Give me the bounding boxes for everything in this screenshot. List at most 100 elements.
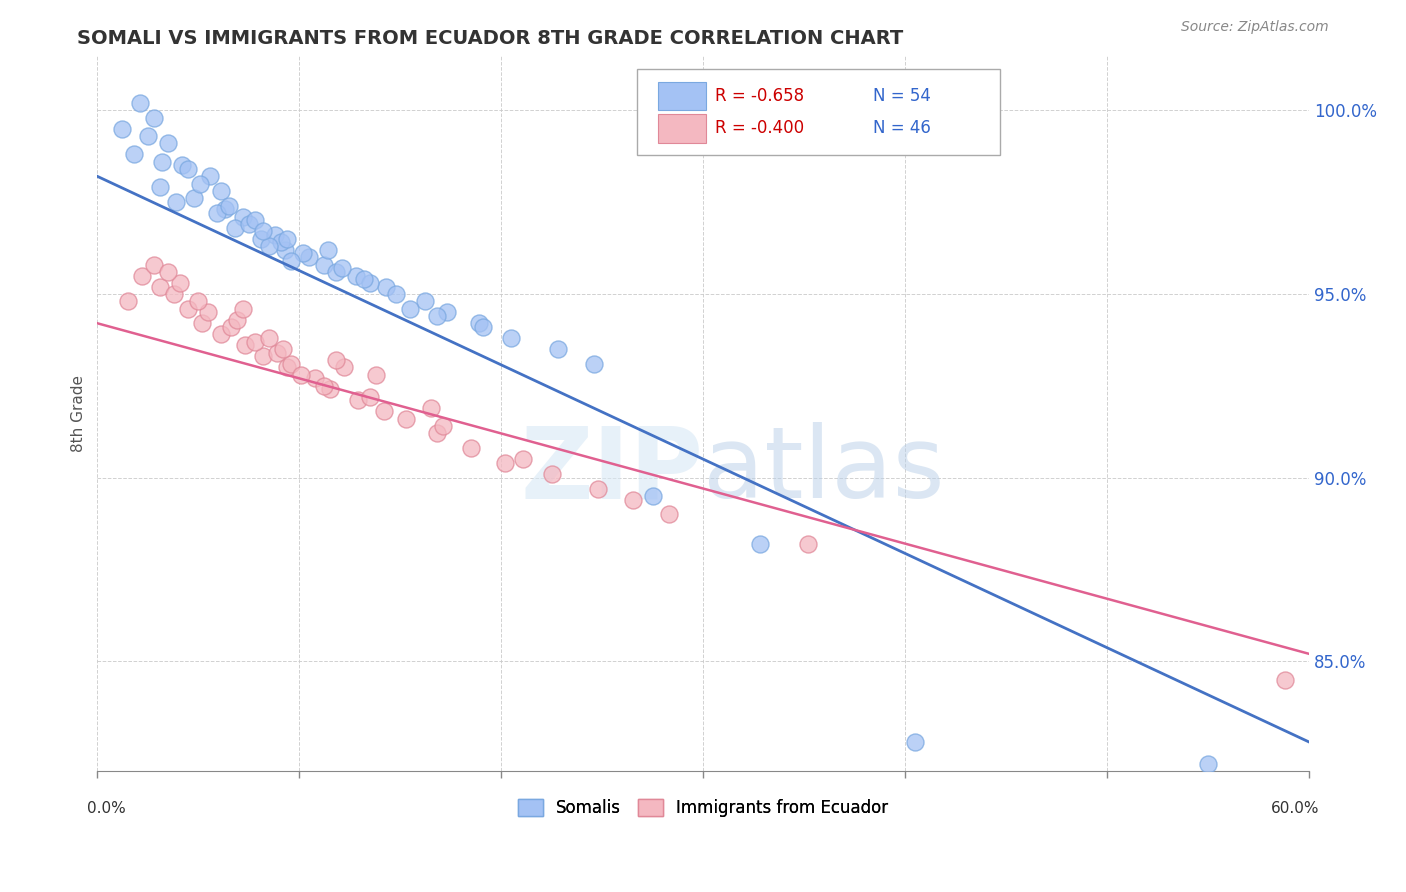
Text: SOMALI VS IMMIGRANTS FROM ECUADOR 8TH GRADE CORRELATION CHART: SOMALI VS IMMIGRANTS FROM ECUADOR 8TH GR… bbox=[77, 29, 904, 47]
Point bbox=[540, 467, 562, 481]
Point bbox=[150, 154, 173, 169]
Point bbox=[128, 95, 150, 110]
Point bbox=[395, 411, 418, 425]
Point bbox=[200, 169, 222, 184]
Point bbox=[243, 334, 266, 349]
Point bbox=[330, 261, 353, 276]
Point bbox=[399, 301, 422, 316]
Point bbox=[149, 180, 172, 194]
Point bbox=[280, 253, 302, 268]
Point bbox=[219, 320, 242, 334]
Point bbox=[748, 536, 770, 550]
Text: 0.0%: 0.0% bbox=[87, 801, 127, 816]
FancyBboxPatch shape bbox=[637, 70, 1000, 155]
Point bbox=[298, 250, 321, 264]
Point bbox=[316, 243, 339, 257]
Point bbox=[332, 360, 354, 375]
Point bbox=[344, 268, 367, 283]
Point bbox=[177, 161, 200, 176]
Point bbox=[232, 301, 254, 316]
Point bbox=[419, 401, 441, 415]
Point bbox=[312, 258, 335, 272]
Text: N = 46: N = 46 bbox=[873, 120, 931, 137]
Point bbox=[252, 224, 274, 238]
Point bbox=[191, 316, 214, 330]
Point bbox=[359, 390, 381, 404]
Point bbox=[658, 508, 681, 522]
Point bbox=[373, 404, 395, 418]
Point bbox=[1274, 673, 1296, 687]
Text: R = -0.658: R = -0.658 bbox=[716, 87, 804, 105]
Point bbox=[270, 235, 292, 250]
Point bbox=[266, 345, 288, 359]
Text: Source: ZipAtlas.com: Source: ZipAtlas.com bbox=[1181, 20, 1329, 34]
Point bbox=[157, 265, 180, 279]
Point bbox=[276, 360, 298, 375]
Text: atlas: atlas bbox=[703, 422, 945, 519]
Point bbox=[586, 482, 609, 496]
Point bbox=[359, 276, 381, 290]
Point bbox=[375, 279, 398, 293]
Point bbox=[353, 272, 375, 286]
Point bbox=[218, 199, 240, 213]
Point bbox=[347, 393, 370, 408]
Point bbox=[209, 327, 232, 342]
Point bbox=[1197, 757, 1219, 772]
Point bbox=[413, 294, 436, 309]
Point bbox=[501, 331, 523, 345]
Point bbox=[224, 220, 246, 235]
Text: N = 54: N = 54 bbox=[873, 87, 931, 105]
Point bbox=[122, 147, 145, 161]
Point bbox=[142, 111, 165, 125]
Point bbox=[197, 305, 219, 319]
Point bbox=[110, 121, 132, 136]
Point bbox=[232, 210, 254, 224]
Point bbox=[252, 349, 274, 363]
Point bbox=[292, 246, 315, 260]
Point bbox=[274, 243, 297, 257]
Point bbox=[583, 357, 606, 371]
Point bbox=[131, 268, 153, 283]
Point bbox=[325, 265, 347, 279]
Point bbox=[325, 353, 347, 368]
Point bbox=[214, 202, 236, 217]
Point bbox=[432, 419, 454, 434]
Text: 60.0%: 60.0% bbox=[1271, 801, 1319, 816]
Point bbox=[547, 342, 569, 356]
Point bbox=[233, 338, 256, 352]
Point bbox=[136, 128, 159, 143]
Point bbox=[243, 213, 266, 227]
Point bbox=[364, 368, 387, 382]
Point bbox=[209, 184, 232, 198]
Point bbox=[304, 371, 326, 385]
Point bbox=[436, 305, 458, 319]
Text: R = -0.400: R = -0.400 bbox=[716, 120, 804, 137]
Point bbox=[172, 158, 194, 172]
Point bbox=[276, 232, 298, 246]
Point bbox=[169, 276, 191, 290]
Point bbox=[257, 239, 280, 253]
Point bbox=[264, 228, 287, 243]
Point bbox=[225, 312, 247, 326]
FancyBboxPatch shape bbox=[658, 114, 706, 143]
Point bbox=[142, 258, 165, 272]
Text: ZIP: ZIP bbox=[520, 422, 703, 519]
Point bbox=[312, 378, 335, 392]
Point bbox=[271, 342, 294, 356]
Point bbox=[165, 195, 187, 210]
Point bbox=[157, 136, 180, 151]
Point bbox=[512, 452, 534, 467]
Point bbox=[426, 426, 449, 441]
FancyBboxPatch shape bbox=[658, 82, 706, 111]
Point bbox=[472, 320, 495, 334]
Point bbox=[238, 217, 260, 231]
Point bbox=[177, 301, 200, 316]
Point bbox=[426, 309, 449, 323]
Point bbox=[797, 536, 820, 550]
Point bbox=[318, 383, 340, 397]
Y-axis label: 8th Grade: 8th Grade bbox=[72, 375, 86, 451]
Point bbox=[641, 489, 664, 503]
Point bbox=[250, 232, 273, 246]
Point bbox=[163, 286, 186, 301]
Point bbox=[117, 294, 139, 309]
